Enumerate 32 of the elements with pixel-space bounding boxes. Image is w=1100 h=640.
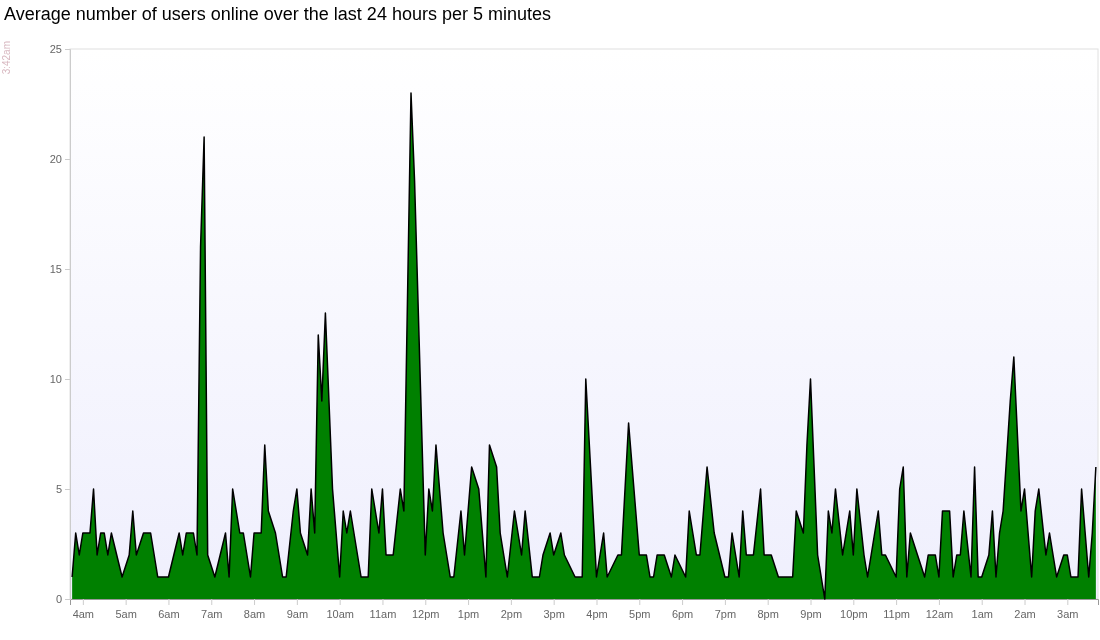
x-tick-label: 5pm xyxy=(629,607,651,620)
x-tick-label: 6pm xyxy=(671,607,694,620)
y-tick-label: 15 xyxy=(49,263,62,276)
x-tick-label: 9pm xyxy=(800,607,822,620)
x-tick-label: 5am xyxy=(115,607,137,620)
x-tick-label: 8am xyxy=(243,607,266,620)
y-tick-label: 25 xyxy=(49,43,62,56)
x-tick-label: 4am xyxy=(72,607,95,620)
y-tick-label: 10 xyxy=(49,373,62,386)
x-tick-label: 10pm xyxy=(840,607,868,620)
x-tick-label: 12pm xyxy=(412,607,440,620)
text: 3:42am xyxy=(1,41,12,75)
x-tick-label: 11pm xyxy=(883,607,910,620)
x-tick-label: 1pm xyxy=(457,607,480,620)
x-tick-label: 2pm xyxy=(500,607,523,620)
x-tick-label: 3am xyxy=(1057,607,1079,620)
x-tick-label: 1am xyxy=(971,607,993,620)
x-tick-label: 8pm xyxy=(757,607,779,620)
x-tick-label: 6am xyxy=(158,607,180,620)
y-tick-label: 0 xyxy=(55,593,62,606)
x-tick-label: 4pm xyxy=(586,607,608,620)
x-tick-label: 12am xyxy=(925,607,954,620)
x-tick-label: 10am xyxy=(326,607,354,620)
x-tick-label: 3pm xyxy=(543,607,565,620)
y-tick-label: 20 xyxy=(49,153,62,166)
chart-title: Average number of users online over the last 24 hours per 5 minutes xyxy=(4,4,551,24)
x-tick-label: 11am xyxy=(369,607,397,620)
y-tick-label: 5 xyxy=(55,483,62,496)
x-tick-label: 7am xyxy=(201,607,223,620)
x-tick-label: 9am xyxy=(286,607,309,620)
x-tick-label: 2am xyxy=(1014,607,1036,620)
x-tick-label: 7pm xyxy=(714,607,737,620)
